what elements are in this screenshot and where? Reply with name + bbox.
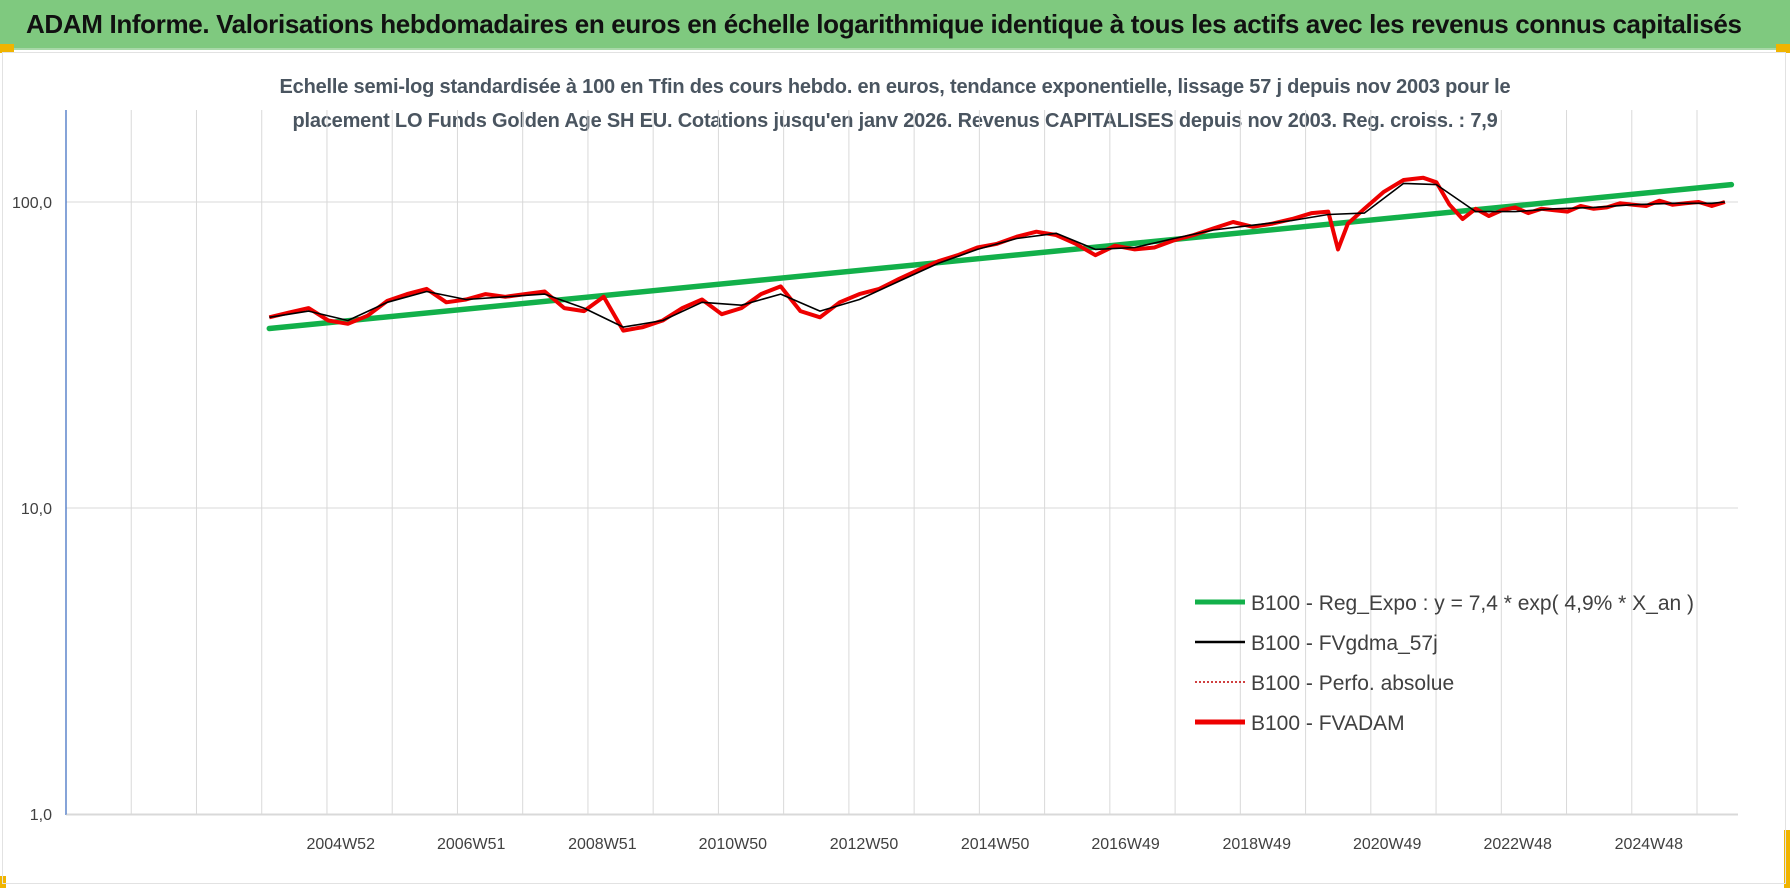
series-reg-expo-line (266, 181, 1735, 332)
legend-label: B100 - FVADAM (1251, 712, 1405, 735)
x-tick-label: 2016W49 (1091, 836, 1160, 853)
corner-accent-top-right (1776, 44, 1790, 53)
corner-accent-bottom-right (1784, 830, 1790, 888)
corner-accent-top-left (0, 44, 14, 53)
x-tick-label: 2004W52 (306, 836, 375, 853)
x-tick-label: 2022W48 (1483, 836, 1552, 853)
x-tick-label: 2008W51 (568, 836, 637, 853)
x-tick-label: 2010W50 (699, 836, 768, 853)
series-fvgdma-line (269, 182, 1725, 328)
x-tick-label: 2020W49 (1353, 836, 1422, 853)
corner-accent-bottom-left (0, 876, 6, 888)
chart-title-line-2: placement LO Funds Golden Age SH EU. Cot… (292, 110, 1498, 132)
legend-label: B100 - FVgdma_57j (1251, 632, 1438, 655)
y-tick-label: 100,0 (12, 195, 52, 212)
x-tick-label: 2018W49 (1222, 836, 1291, 853)
chart-title-line-1: Echelle semi-log standardisée à 100 en T… (279, 76, 1511, 98)
legend-label: B100 - Perfo. absolue (1251, 672, 1454, 695)
x-tick-label: 2014W50 (961, 836, 1030, 853)
y-tick-label: 1,0 (30, 807, 52, 824)
y-tick-label: 10,0 (21, 501, 52, 518)
chart-frame (2, 52, 1786, 884)
x-tick-label: 2024W48 (1615, 836, 1684, 853)
x-tick-label: 2012W50 (830, 836, 899, 853)
legend-label: B100 - Reg_Expo : y = 7,4 * exp( 4,9% * … (1251, 592, 1694, 615)
banner-title: ADAM Informe. Valorisations hebdomadaire… (26, 9, 1742, 39)
banner: ADAM Informe. Valorisations hebdomadaire… (0, 0, 1790, 50)
x-tick-label: 2006W51 (437, 836, 506, 853)
